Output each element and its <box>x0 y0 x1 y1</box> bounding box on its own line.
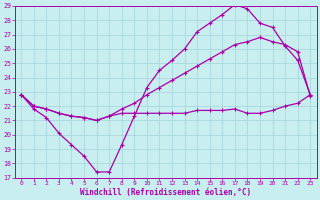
X-axis label: Windchill (Refroidissement éolien,°C): Windchill (Refroidissement éolien,°C) <box>80 188 251 197</box>
